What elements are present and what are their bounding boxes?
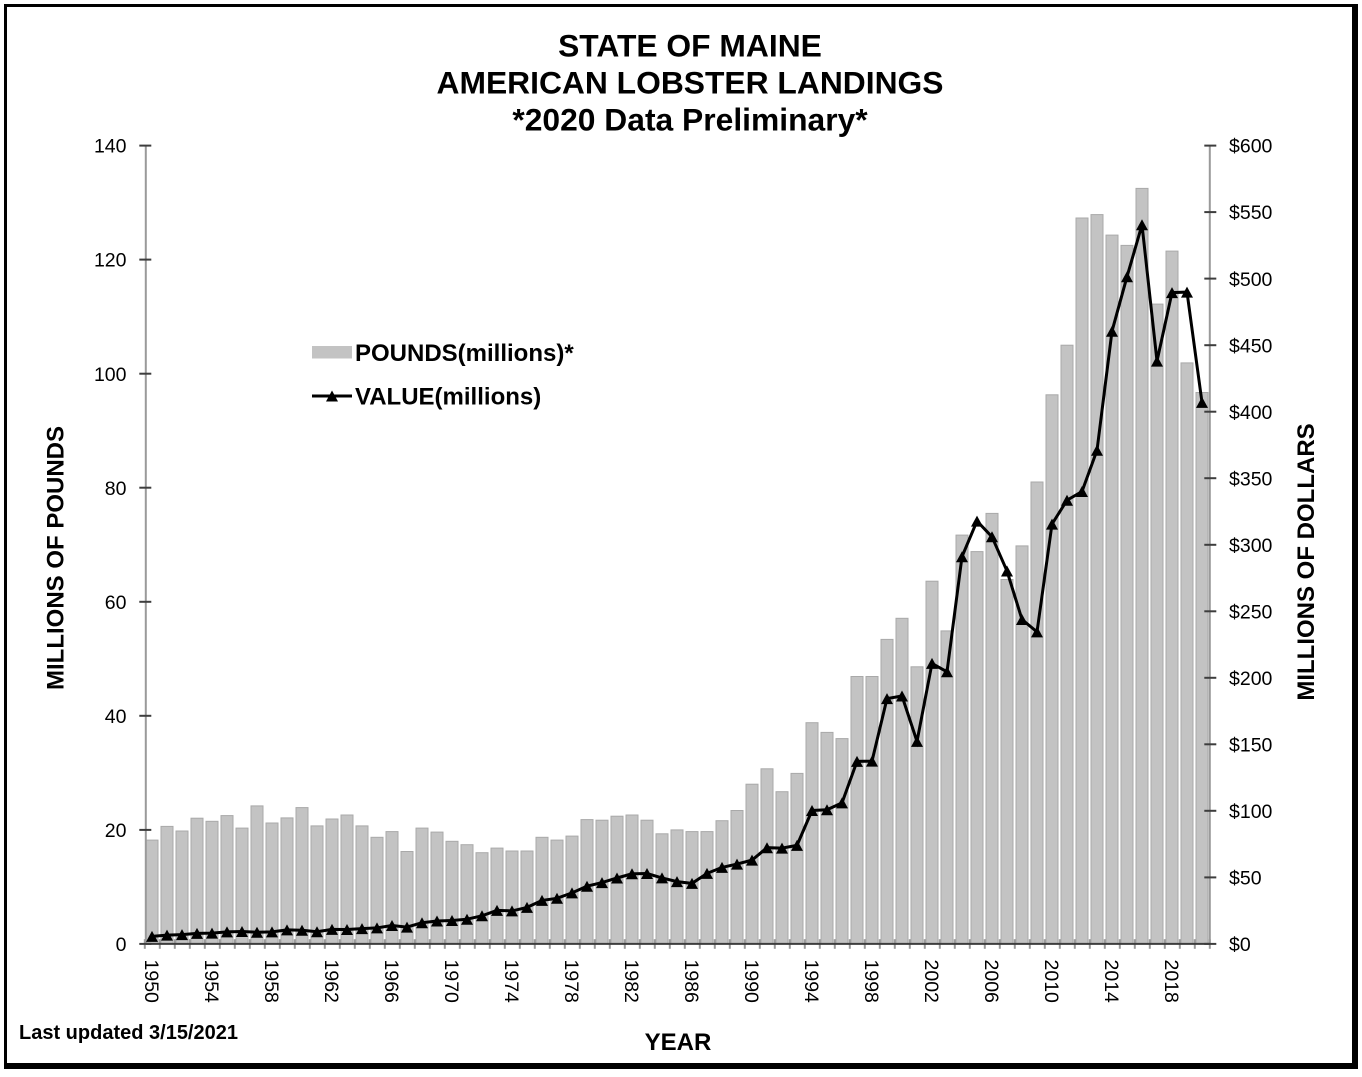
svg-text:$200: $200 (1229, 668, 1273, 690)
svg-text:MILLIONS OF POUNDS: MILLIONS OF POUNDS (43, 426, 70, 690)
svg-text:VALUE(millions): VALUE(millions) (355, 384, 541, 411)
svg-text:2014: 2014 (1100, 960, 1122, 1004)
svg-text:40: 40 (105, 706, 127, 728)
svg-text:2002: 2002 (920, 960, 942, 1003)
svg-text:80: 80 (105, 478, 127, 500)
svg-text:AMERICAN LOBSTER LANDINGS: AMERICAN LOBSTER LANDINGS (437, 65, 944, 101)
svg-text:1978: 1978 (560, 960, 582, 1003)
svg-text:POUNDS(millions)*: POUNDS(millions)* (355, 340, 574, 367)
svg-text:$400: $400 (1229, 402, 1273, 424)
svg-text:$550: $550 (1229, 202, 1273, 224)
svg-text:140: 140 (94, 136, 127, 158)
svg-text:20: 20 (105, 820, 127, 842)
svg-text:$250: $250 (1229, 601, 1273, 623)
svg-text:1998: 1998 (860, 960, 882, 1003)
svg-text:1966: 1966 (380, 960, 402, 1003)
svg-text:$600: $600 (1229, 136, 1273, 158)
svg-text:YEAR: YEAR (645, 1029, 712, 1056)
svg-text:0: 0 (116, 934, 127, 956)
svg-text:$100: $100 (1229, 801, 1273, 823)
svg-text:2006: 2006 (980, 960, 1002, 1003)
svg-text:1970: 1970 (440, 960, 462, 1004)
svg-text:100: 100 (94, 364, 127, 386)
svg-text:1986: 1986 (680, 960, 702, 1003)
svg-text:2018: 2018 (1160, 960, 1182, 1003)
svg-text:$450: $450 (1229, 335, 1273, 357)
svg-text:$0: $0 (1229, 934, 1251, 956)
svg-text:1958: 1958 (260, 960, 282, 1003)
svg-text:1962: 1962 (320, 960, 342, 1003)
svg-text:1974: 1974 (500, 960, 522, 1004)
svg-text:*2020 Data Preliminary*: *2020 Data Preliminary* (512, 102, 868, 138)
svg-text:1982: 1982 (620, 960, 642, 1003)
svg-text:$300: $300 (1229, 535, 1273, 557)
svg-text:$150: $150 (1229, 734, 1273, 756)
svg-text:60: 60 (105, 592, 127, 614)
svg-text:1994: 1994 (800, 960, 822, 1004)
svg-text:1990: 1990 (740, 960, 762, 1004)
svg-text:MILLIONS OF DOLLARS: MILLIONS OF DOLLARS (1293, 423, 1320, 700)
svg-text:1950: 1950 (140, 960, 162, 1004)
svg-text:STATE OF MAINE: STATE OF MAINE (558, 28, 822, 64)
svg-text:$350: $350 (1229, 468, 1273, 490)
svg-text:120: 120 (94, 250, 127, 272)
svg-text:$500: $500 (1229, 269, 1273, 291)
svg-text:1954: 1954 (200, 960, 222, 1004)
svg-text:$50: $50 (1229, 868, 1262, 890)
svg-text:Last updated 3/15/2021: Last updated 3/15/2021 (19, 1022, 238, 1044)
svg-text:2010: 2010 (1040, 960, 1062, 1004)
